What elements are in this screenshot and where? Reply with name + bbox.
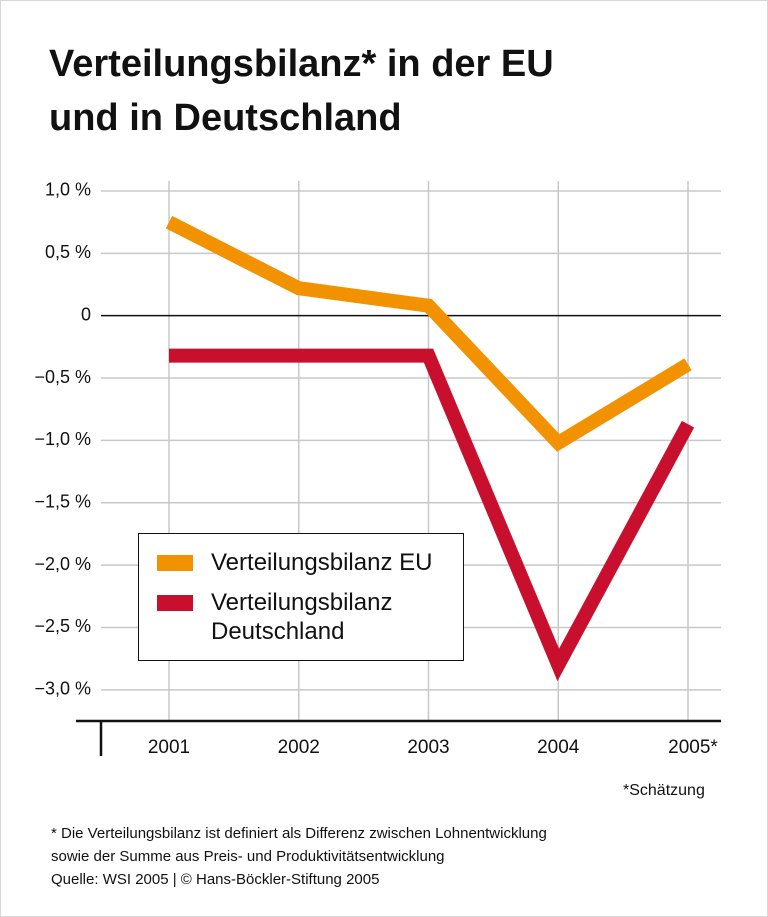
y-tick-label: −0,5 %	[34, 367, 91, 387]
legend-item: Verteilungsbilanz EU	[157, 548, 441, 577]
y-tick-label: −1,5 %	[34, 492, 91, 512]
y-tick-label: −3,0 %	[34, 679, 91, 699]
y-tick-label: 1,0 %	[45, 180, 91, 200]
legend-item: Verteilungsbilanz Deutschland	[157, 588, 441, 646]
legend-swatch	[157, 555, 193, 571]
legend-label: Verteilungsbilanz Deutschland	[211, 589, 393, 645]
footnote: sowie der Summe aus Preis- und Produktiv…	[51, 848, 445, 865]
chart-title: und in Deutschland	[49, 97, 402, 139]
source: Quelle: WSI 2005 | © Hans-Böckler-Stiftu…	[51, 871, 380, 888]
y-tick-label: −2,0 %	[34, 554, 91, 574]
y-tick-label: 0	[81, 304, 91, 324]
y-tick-label: −1,0 %	[34, 429, 91, 449]
legend: Verteilungsbilanz EU Verteilungsbilanz De…	[138, 533, 464, 661]
x-tick-label: 2003	[407, 737, 449, 758]
x-tick-label: 2002	[278, 737, 320, 758]
footnote: * Die Verteilungsbilanz ist definiert al…	[51, 825, 547, 842]
y-tick-label: −2,5 %	[34, 616, 91, 636]
x-tick-label: 2004	[537, 737, 580, 758]
data-line	[169, 348, 695, 682]
y-tick-label: 0,5 %	[45, 242, 91, 262]
chart-title: Verteilungsbilanz* in der EU	[49, 43, 554, 85]
x-tick-label: 2005*	[668, 737, 718, 758]
x-tick-label: 2001	[148, 737, 190, 758]
estimate-note: *Schätzung	[623, 782, 705, 799]
legend-label: Verteilungsbilanz EU	[211, 549, 433, 576]
data-line	[165, 215, 692, 452]
legend-swatch	[157, 595, 193, 611]
